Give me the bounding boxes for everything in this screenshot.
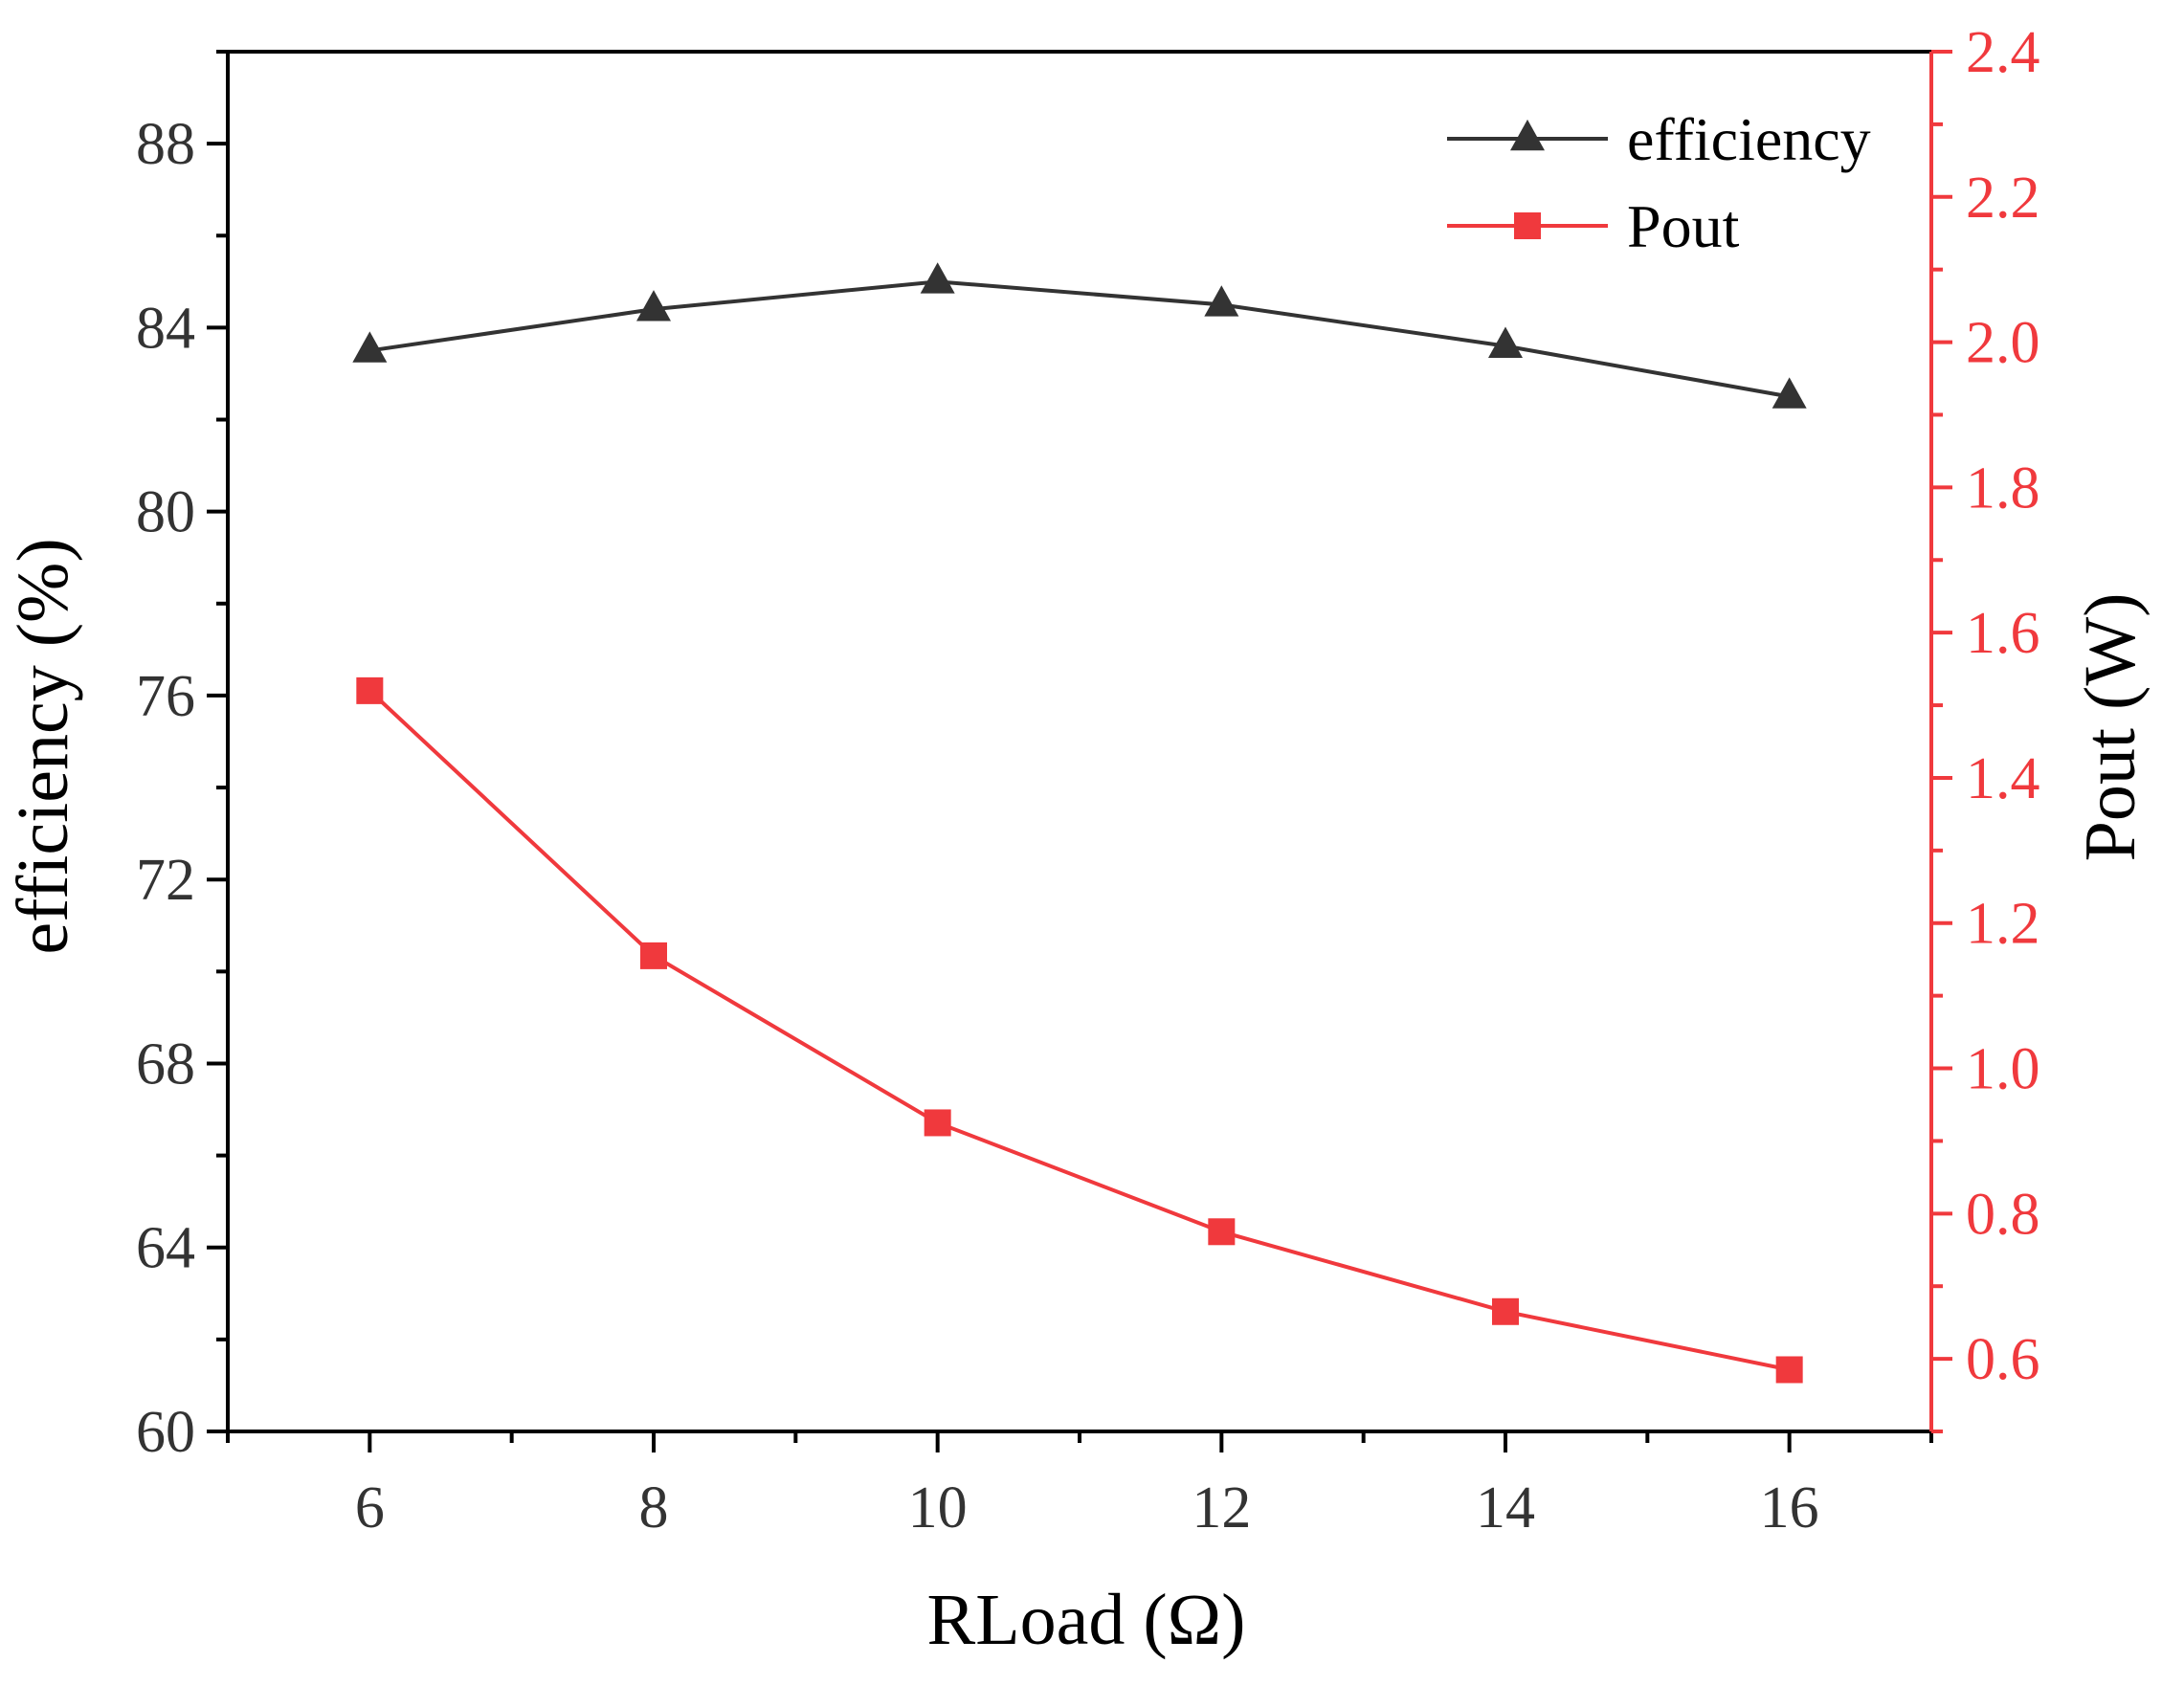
right-tick-label: 2.4 bbox=[1966, 20, 2040, 85]
right-tick-label: 0.8 bbox=[1966, 1182, 2040, 1247]
right-tick-label: 1.0 bbox=[1966, 1037, 2040, 1102]
efficiency-point bbox=[636, 290, 671, 321]
left-tick-label: 80 bbox=[136, 480, 195, 545]
left-tick-label: 88 bbox=[136, 112, 195, 177]
left-tick-label: 72 bbox=[136, 848, 195, 913]
left-tick-label: 68 bbox=[136, 1031, 195, 1097]
pout-point bbox=[1492, 1297, 1519, 1325]
x-tick-label: 10 bbox=[908, 1475, 968, 1541]
legend-pout-label: Pout bbox=[1627, 192, 1740, 260]
efficiency-point bbox=[1488, 326, 1523, 358]
right-tick-label: 2.2 bbox=[1966, 166, 2040, 231]
right-tick-label: 1.6 bbox=[1966, 601, 2040, 666]
right-tick-label: 2.0 bbox=[1966, 311, 2040, 376]
right-tick-label: 1.4 bbox=[1966, 746, 2040, 811]
left-tick-label: 76 bbox=[136, 664, 195, 729]
pout-point bbox=[1775, 1356, 1803, 1384]
pout-point bbox=[924, 1109, 951, 1137]
pout-point bbox=[640, 942, 667, 969]
x-tick-label: 14 bbox=[1476, 1475, 1535, 1541]
x-tick-label: 6 bbox=[355, 1475, 385, 1541]
pout-point bbox=[356, 676, 384, 704]
series-layer bbox=[352, 262, 1807, 1384]
pout-line bbox=[368, 689, 1791, 1372]
legend-efficiency-label: efficiency bbox=[1627, 105, 1871, 173]
right-tick-label: 1.8 bbox=[1966, 455, 2040, 521]
right-tick-label: 0.6 bbox=[1966, 1327, 2040, 1392]
legend-pout-marker bbox=[1514, 212, 1541, 239]
x-axis: 6 8 10 12 14 16 bbox=[226, 1431, 1933, 1541]
x-tick-label: 12 bbox=[1192, 1475, 1251, 1541]
left-tick-label: 60 bbox=[136, 1400, 195, 1465]
left-y-axis: 60 64 68 72 76 80 84 88 bbox=[136, 50, 228, 1465]
efficiency-point bbox=[1204, 285, 1239, 317]
legend: efficiency Pout bbox=[1447, 105, 1871, 260]
right-y-axis-title: Pout (W) bbox=[2070, 593, 2151, 862]
pout-point bbox=[1208, 1218, 1236, 1246]
left-tick-label: 84 bbox=[136, 296, 195, 361]
legend-efficiency-marker bbox=[1510, 119, 1545, 151]
left-tick-label: 64 bbox=[136, 1216, 195, 1281]
x-tick-label: 16 bbox=[1760, 1475, 1819, 1541]
efficiency-point bbox=[1772, 377, 1807, 409]
x-axis-title: RLoad (Ω) bbox=[927, 1580, 1246, 1660]
right-y-axis: 0.6 0.8 1.0 1.2 1.4 1.6 1.8 2.0 2.2 2.4 bbox=[1931, 20, 2040, 1433]
efficiency-line bbox=[369, 279, 1791, 399]
left-y-axis-title: efficiency (%) bbox=[3, 538, 83, 954]
right-tick-label: 1.2 bbox=[1966, 892, 2040, 957]
x-tick-label: 8 bbox=[639, 1475, 669, 1541]
efficiency-point bbox=[352, 331, 388, 363]
efficiency-point bbox=[920, 262, 955, 294]
